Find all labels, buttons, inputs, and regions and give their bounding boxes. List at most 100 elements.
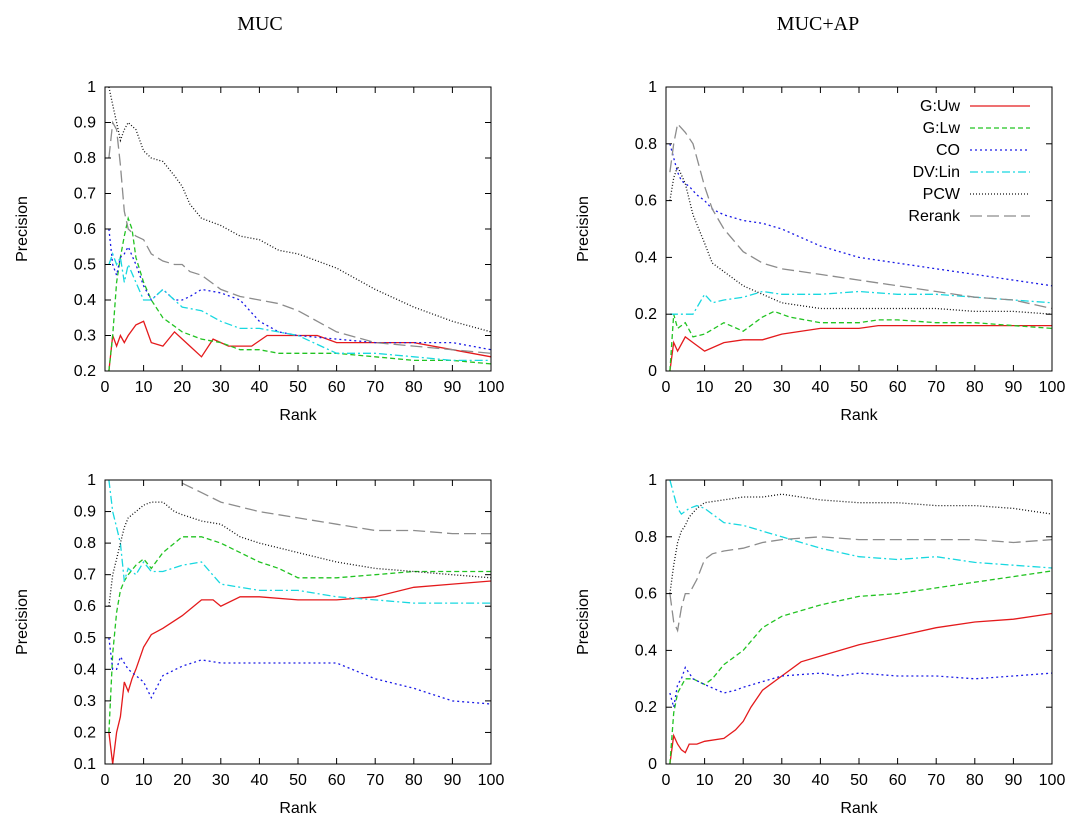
y-tick-label: 0.4 [74,292,96,309]
y-tick-label: 0.3 [74,328,96,345]
y-tick-label: 0.5 [74,630,96,647]
x-tick-label: 100 [1039,379,1066,396]
y-tick-label: 0.8 [635,529,657,546]
x-tick-label: 40 [812,379,830,396]
x-tick-label: 30 [212,772,230,789]
series-line-dv-lin [669,480,1052,569]
x-tick-label: 70 [366,772,384,789]
y-tick-label: 0.6 [74,221,96,238]
x-tick-label: 80 [405,379,423,396]
x-tick-label: 100 [478,772,505,789]
chart-panel-2: 0 10 20 30 40 50 60 70 80 90 100 0 0.2 0.4 0.6 0.8 1 Rank… [575,79,1065,424]
x-axis-label: Rank [840,800,878,817]
x-tick-label: 90 [1005,772,1023,789]
y-tick-label: 1 [648,79,657,96]
x-tick-label: 20 [734,772,752,789]
x-tick-label: 0 [101,379,110,396]
x-tick-label: 20 [734,379,752,396]
chart-panels: 0 10 20 30 40 50 60 70 80 90 1000.20.30.40.50.60.7… [14,79,1065,817]
y-tick-label: 0 [648,363,657,380]
x-axis-label: Rank [279,407,317,424]
y-tick-label: 0.8 [635,136,657,153]
series-group [108,480,491,764]
x-tick-label: 60 [889,379,907,396]
x-tick-label: 80 [966,772,984,789]
series-line-co [669,143,1052,287]
x-tick-label: 10 [696,772,714,789]
chart-panel-3: 0 10 20 30 40 50 60 70 80 90 100 0.1 0.2 0.3 0.4 0.5 0.6… [14,472,504,817]
series-line-pcw [108,501,491,607]
legend-label: DV:Lin [913,164,960,181]
x-tick-label: 10 [135,772,153,789]
y-tick-label: 0.2 [635,306,657,323]
x-tick-label: 10 [696,379,714,396]
x-tick-label: 50 [850,772,868,789]
x-axis-label: Rank [279,800,317,817]
legend-label: CO [936,142,960,159]
chart-panel-1: 0 10 20 30 40 50 60 70 80 90 100 0.2 0.3 0.4 0.5 0.6 0.7… [14,79,504,424]
series-line-pcw [108,87,491,333]
x-tick-label: 60 [889,772,907,789]
series-line-pcw [669,493,1052,594]
y-tick-label: 0.2 [74,363,96,380]
x-tick-label: 30 [773,772,791,789]
series-line-co [669,665,1052,708]
legend-label: Rerank [908,208,961,225]
series-line-g-lw [108,536,491,733]
series-line-g-uw [108,580,491,764]
series-line-g-uw [669,324,1052,371]
x-tick-label: 70 [927,772,945,789]
x-tick-label: 20 [173,772,191,789]
y-tick-label: 1 [87,79,96,96]
series-line-co [108,228,491,351]
series-line-dv-lin [669,290,1052,315]
series-line-pcw [669,164,1052,315]
series-line-rerank [108,120,491,354]
chart-panel-4: 0 10 20 30 40 50 60 70 80 90 100 0 0.2 0.4 0.6 0.8 1 Rank… [575,472,1065,817]
legend-label: G:Uw [920,98,960,115]
y-axis-label: Precision [14,196,31,262]
x-tick-label: 40 [251,379,269,396]
y-tick-label: 0.4 [635,249,657,266]
series-group [108,87,491,371]
legend: G:Uw G:Lw CO DV:Lin PCW Rerank [908,98,1030,225]
series-group [669,122,1052,371]
x-tick-label: 70 [366,379,384,396]
x-tick-label: 20 [173,379,191,396]
plot-frame [104,479,492,765]
x-tick-label: 10 [135,379,153,396]
series-line-g-uw [669,612,1052,764]
x-tick-label: 100 [478,379,505,396]
y-tick-label: 0.4 [635,642,657,659]
x-tick-label: 100 [1039,772,1066,789]
y-tick-label: 0.4 [74,661,96,678]
series-line-g-lw [669,310,1052,371]
y-tick-label: 0.6 [635,586,657,603]
x-tick-label: 40 [251,772,269,789]
column-title-muc-ap: MUC+AP [777,13,859,35]
y-tick-label: 0.5 [74,257,96,274]
legend-label: G:Lw [923,120,961,137]
x-tick-label: 30 [773,379,791,396]
y-tick-label: 0.2 [635,699,657,716]
series-line-co [108,637,491,705]
x-tick-label: 0 [662,772,671,789]
y-tick-label: 1 [87,472,96,489]
x-tick-label: 0 [101,772,110,789]
series-line-dv-lin [108,251,491,362]
x-tick-label: 50 [850,379,868,396]
x-tick-label: 40 [812,772,830,789]
x-tick-label: 90 [444,772,462,789]
x-tick-label: 90 [1005,379,1023,396]
series-line-g-lw [669,570,1052,764]
y-tick-label: 1 [648,472,657,489]
y-tick-label: 0.7 [74,567,96,584]
x-tick-label: 70 [927,379,945,396]
series-line-dv-lin [108,480,491,604]
y-axis-label: Precision [14,589,31,655]
column-title-muc: MUC [237,13,283,35]
y-tick-label: 0 [648,756,657,773]
y-tick-label: 0.8 [74,150,96,167]
y-tick-label: 0.9 [74,504,96,521]
